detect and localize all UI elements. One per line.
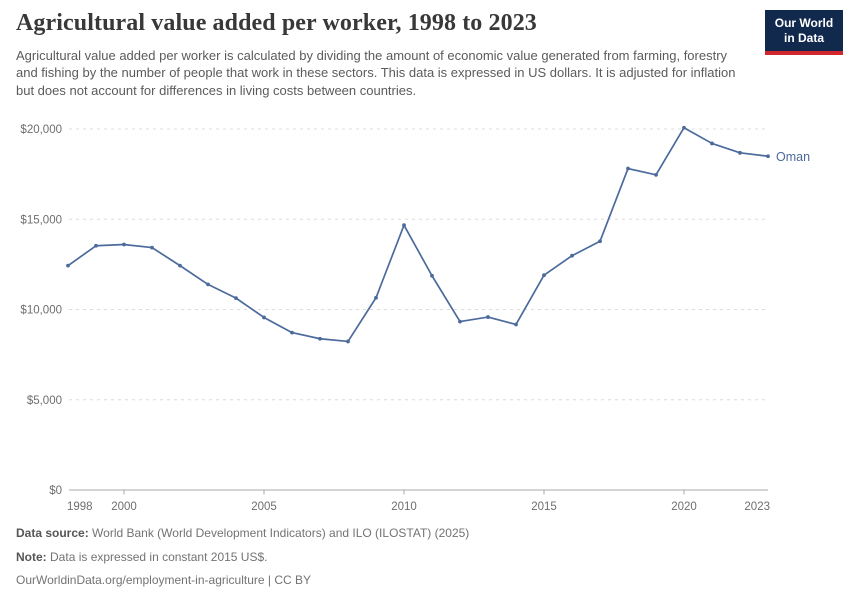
x-axis-tick-label: 1998 [67, 501, 93, 513]
data-point-2001[interactable] [150, 245, 154, 250]
note-label: Note: [16, 549, 47, 564]
data-point-2021[interactable] [710, 141, 714, 146]
data-source-line: Data source: World Bank (World Developme… [16, 526, 816, 542]
oman-series-line[interactable] [67, 126, 769, 343]
data-point-2007[interactable] [318, 336, 322, 341]
owid-logo-line2: in Data [783, 30, 824, 45]
page-title: Agricultural value added per worker, 199… [16, 10, 537, 36]
chart-footer: Data source: World Bank (World Developme… [16, 526, 816, 597]
data-point-2009[interactable] [374, 295, 378, 300]
data-point-2015[interactable] [542, 273, 546, 278]
data-point-2017[interactable] [598, 239, 602, 244]
x-axis-tick-label: 2010 [391, 501, 417, 513]
data-point-2006[interactable] [290, 330, 294, 335]
data-point-2011[interactable] [430, 273, 434, 278]
data-point-1999[interactable] [94, 243, 98, 248]
data-point-2014[interactable] [514, 322, 518, 327]
data-point-2003[interactable] [206, 282, 210, 287]
owid-logo-line1: Our World [774, 15, 834, 30]
citation-line[interactable]: OurWorldinData.org/employment-in-agricul… [16, 573, 312, 588]
x-axis-tick-label: 2005 [251, 501, 277, 513]
y-axis-tick-label: $0 [49, 485, 62, 497]
y-axis-tick-label: $10,000 [20, 305, 62, 317]
data-point-2005[interactable] [262, 315, 266, 320]
series-label-oman[interactable]: Oman [776, 150, 810, 164]
chart-subtitle: Agricultural value added per worker is c… [16, 47, 736, 99]
data-point-2010[interactable] [402, 223, 406, 228]
y-axis-tick-label: $20,000 [20, 124, 62, 136]
data-point-1998[interactable] [66, 263, 70, 268]
data-point-2022[interactable] [738, 150, 742, 155]
data-source-label: Data source: [16, 526, 89, 540]
note-text: Data is expressed in constant 2015 US$. [50, 549, 268, 564]
data-point-2018[interactable] [626, 166, 630, 171]
x-axis-tick-label: 2023 [744, 501, 770, 513]
data-point-2004[interactable] [234, 296, 238, 301]
data-point-2002[interactable] [178, 263, 182, 268]
data-point-2023[interactable] [766, 154, 770, 159]
data-point-2008[interactable] [346, 339, 350, 344]
y-axis-tick-label: $15,000 [20, 214, 62, 226]
data-point-2016[interactable] [570, 253, 574, 258]
data-point-2012[interactable] [458, 319, 462, 324]
data-point-2020[interactable] [682, 125, 686, 130]
x-axis-tick-label: 2000 [111, 501, 137, 513]
y-axis-tick-label: $5,000 [27, 395, 62, 407]
data-source-text[interactable]: World Bank (World Development Indicators… [92, 526, 470, 540]
chart-header: Agricultural value added per worker, 199… [16, 10, 756, 100]
x-axis-tick-label: 2020 [671, 501, 697, 513]
owid-logo[interactable]: Our World in Data [765, 10, 843, 55]
data-point-2019[interactable] [654, 172, 658, 177]
data-point-2000[interactable] [122, 242, 126, 247]
data-point-2013[interactable] [486, 315, 490, 319]
note-line: Note: Data is expressed in constant 2015… [16, 550, 816, 566]
x-axis-tick-label: 2015 [531, 501, 557, 513]
